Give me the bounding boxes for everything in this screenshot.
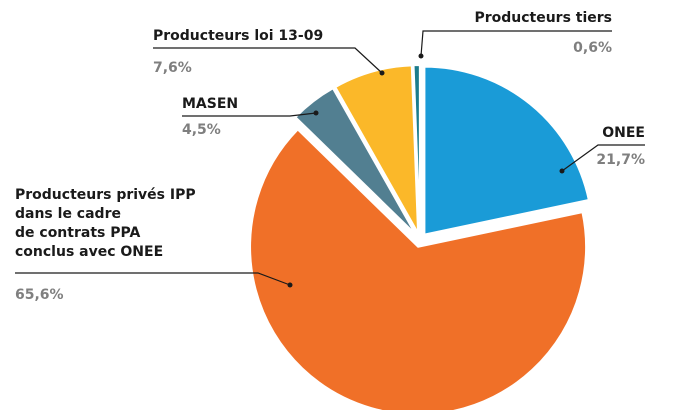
value-label: 65,6% (15, 287, 64, 303)
leader-line (420, 30, 612, 57)
value-label: 0,6% (573, 40, 612, 56)
leader-dot (379, 70, 385, 76)
pie-slice (249, 128, 588, 410)
pie-slice (294, 86, 417, 236)
leader-line (15, 272, 291, 286)
leader-dot (287, 282, 293, 288)
leader-dot (313, 110, 319, 116)
leader-line (182, 112, 317, 117)
slice-label: Producteurs tiers (474, 10, 612, 26)
pie-slice (412, 64, 421, 234)
pie-slice (333, 64, 420, 234)
slice-label: Producteurs privés IPP dans le cadre de … (15, 187, 196, 260)
pie-slice (423, 65, 590, 236)
slice-label: MASEN (182, 96, 239, 112)
leader-dot (418, 53, 424, 59)
slice-label: Producteurs loi 13-09 (153, 28, 324, 44)
value-label: 21,7% (596, 152, 645, 168)
slice-label: ONEE (602, 125, 645, 141)
value-label: 7,6% (153, 60, 192, 76)
value-label: 4,5% (182, 122, 221, 138)
leader-line (561, 144, 645, 172)
leader-dot (559, 168, 565, 174)
leader-line (153, 47, 383, 74)
